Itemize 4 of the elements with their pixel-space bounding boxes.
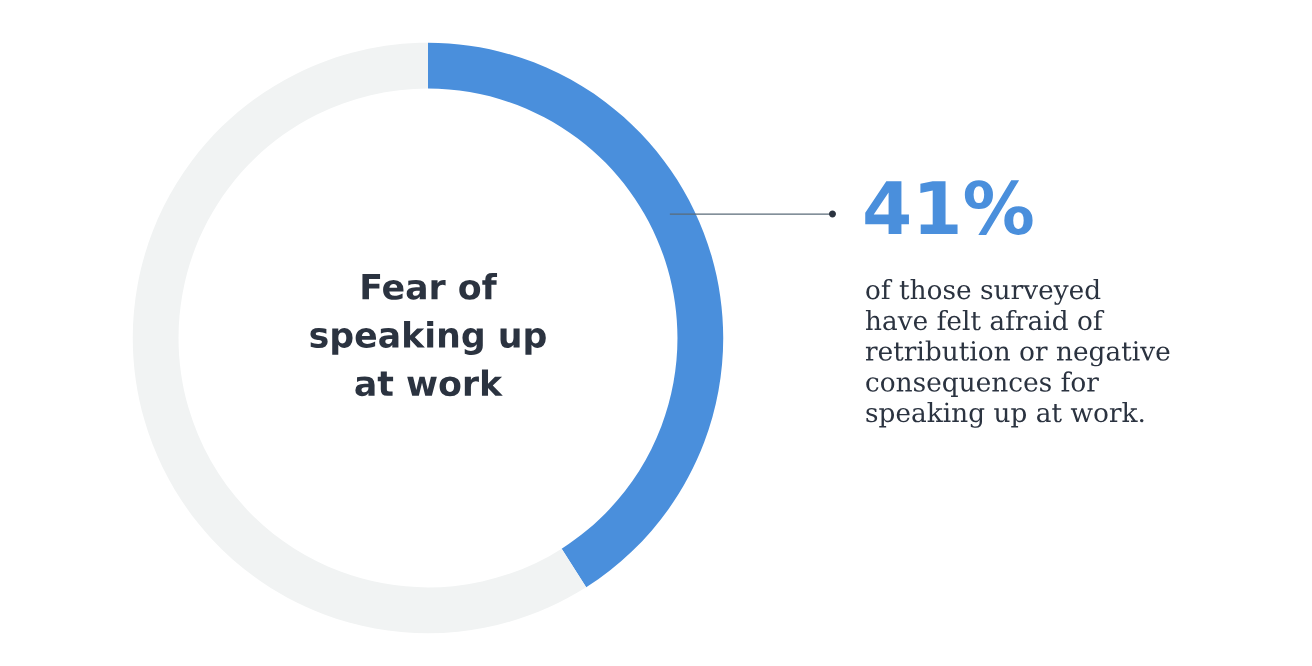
data-label: 41% (865, 180, 1033, 235)
text: of those surveyed have felt afraid of retribution or negative consequences for speaking up at work. (865, 278, 1170, 428)
donut-slice (132, 42, 587, 634)
text: Fear of speaking up at work (310, 272, 546, 397)
